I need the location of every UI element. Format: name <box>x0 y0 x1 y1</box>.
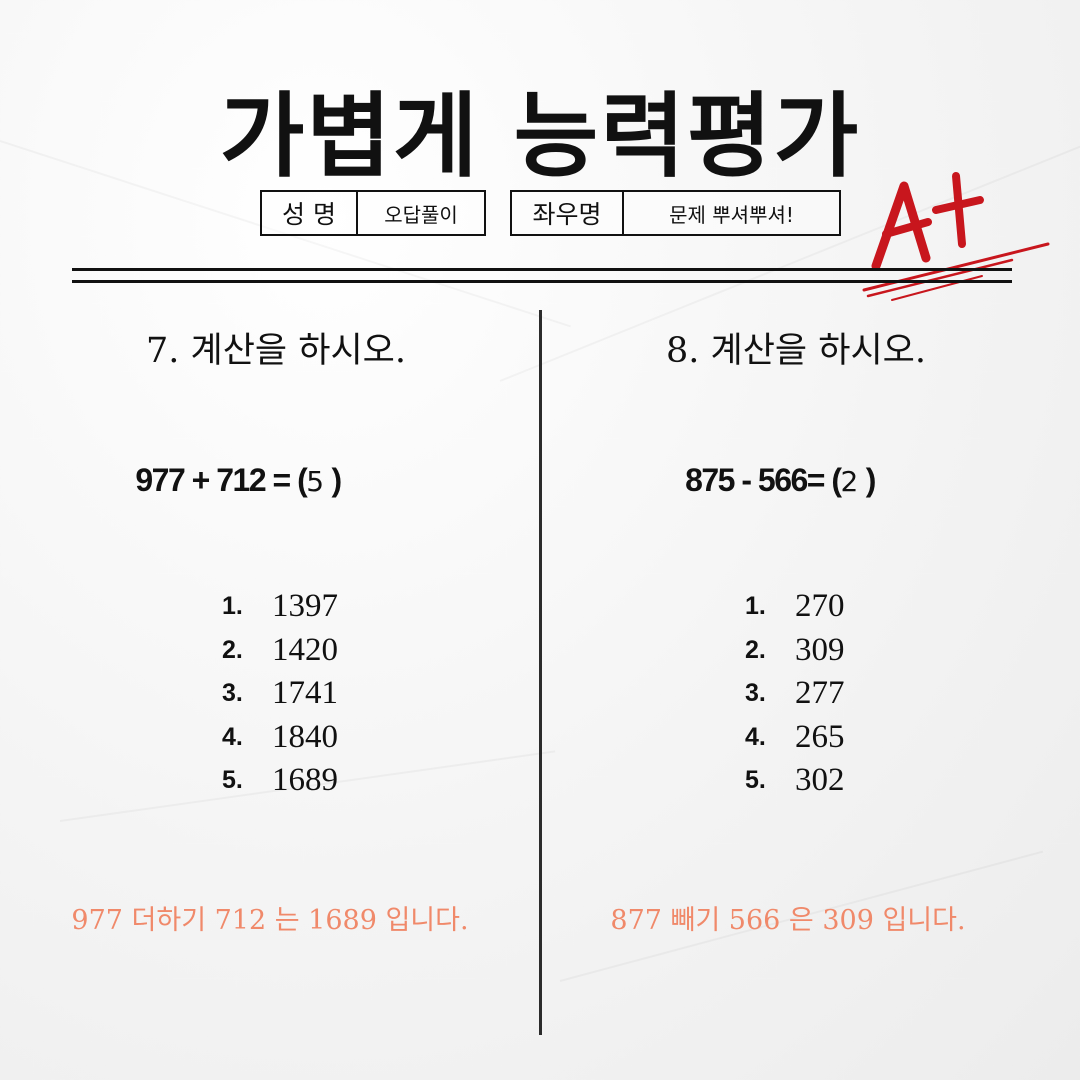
header-rule <box>72 268 1012 271</box>
option-item: 5. 302 <box>745 759 845 803</box>
equation: 875 - 566= (2 ) <box>510 462 1050 499</box>
equation-close: ) <box>858 462 877 498</box>
option-value: 1420 <box>272 631 338 668</box>
motto-label: 좌우명 <box>512 192 624 234</box>
question-title: 7. 계산을 하시오. <box>146 331 406 371</box>
explanation: 977 더하기 712 는 1689 입니다. <box>71 905 469 936</box>
option-item: 3. 277 <box>745 672 845 716</box>
option-item: 3. 1741 <box>222 672 338 716</box>
option-item: 2. 1420 <box>222 629 338 673</box>
option-number: 4. <box>222 722 243 751</box>
option-number: 3. <box>745 679 766 708</box>
option-item: 4. 1840 <box>222 716 338 760</box>
option-number: 4. <box>745 722 766 751</box>
option-value: 302 <box>795 762 845 799</box>
name-box: 성 명 오답풀이 <box>260 190 486 236</box>
question-8: 8. 계산을 하시오. 875 - 566= (2 ) 1. 270 2. 309 … <box>540 0 1080 1080</box>
option-value: 1741 <box>272 675 338 712</box>
option-item: 2. 309 <box>745 629 845 673</box>
page-title: 가볍게 능력평가 <box>219 83 861 190</box>
option-item: 5. 1689 <box>222 759 338 803</box>
column-divider <box>539 310 542 1035</box>
option-value: 1397 <box>272 588 338 625</box>
handwritten-answer: 2 <box>840 465 859 498</box>
option-value: 1840 <box>272 718 338 755</box>
option-value: 270 <box>795 588 845 625</box>
option-number: 3. <box>222 679 243 708</box>
equation-close: ) <box>324 462 342 498</box>
option-value: 309 <box>795 631 845 668</box>
option-number: 2. <box>745 635 766 664</box>
option-number: 1. <box>222 592 243 621</box>
option-number: 2. <box>222 635 243 664</box>
option-item: 1. 270 <box>745 585 845 629</box>
grade-a-plus-mark <box>862 172 1050 301</box>
option-number: 5. <box>222 766 243 795</box>
motto-value: 문제 뿌셔뿌셔! <box>669 202 794 227</box>
question-title: 8. 계산을 하시오. <box>666 331 926 371</box>
options-list: 1. 1397 2. 1420 3. 1741 4. 1840 5. 1689 <box>222 585 338 803</box>
equation: 977 + 712 = (5 ) <box>0 462 508 499</box>
name-value: 오답풀이 <box>384 202 458 227</box>
explanation: 877 빼기 566 은 309 입니다. <box>610 905 966 936</box>
handwritten-answer: 5 <box>306 465 325 498</box>
option-item: 4. 265 <box>745 716 845 760</box>
question-7: 7. 계산을 하시오. 977 + 712 = (5 ) 1. 1397 2. 14… <box>0 331 508 936</box>
option-item: 1. 1397 <box>222 585 338 629</box>
equation-text: 977 + 712 = ( <box>135 462 307 498</box>
option-value: 1689 <box>272 762 338 799</box>
equation-text: 875 - 566= ( <box>685 462 842 498</box>
option-value: 277 <box>795 675 845 712</box>
option-number: 1. <box>745 592 766 621</box>
motto-box: 좌우명 문제 뿌셔뿌셔! <box>510 190 841 236</box>
option-value: 265 <box>795 718 845 755</box>
name-label: 성 명 <box>262 192 358 234</box>
options-list: 1. 270 2. 309 3. 277 4. 265 5. 302 <box>745 585 845 803</box>
header-rule <box>72 280 1012 283</box>
option-number: 5. <box>745 766 766 795</box>
